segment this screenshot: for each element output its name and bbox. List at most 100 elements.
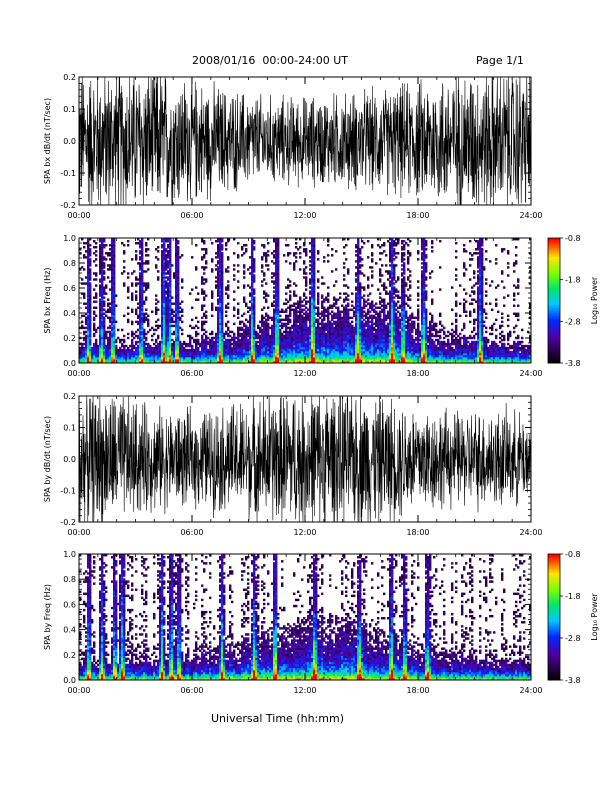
spectrogram-cell [311, 260, 314, 263]
spectrogram-cell [211, 292, 214, 295]
spectrogram-cell [313, 270, 316, 273]
spectrogram-cell [135, 250, 138, 253]
spectrogram-cell [211, 340, 214, 344]
spectrogram-cell [315, 358, 318, 362]
spectrogram-cell [249, 322, 252, 326]
spectrogram-cell [97, 346, 100, 350]
spectrogram-cell [265, 330, 268, 334]
spectrogram-cell [97, 350, 100, 354]
spectrogram-cell [303, 336, 306, 340]
spectrogram-cell [237, 256, 240, 259]
spectrogram-cell [315, 350, 318, 354]
spectrogram-cell [277, 296, 280, 299]
spectrogram-cell [215, 346, 218, 350]
spectrogram-cell [297, 336, 300, 340]
spectrogram-cell [231, 352, 234, 356]
spectrogram-cell [385, 254, 388, 257]
spectrogram-cell [93, 312, 96, 316]
spectrogram-cell [111, 272, 114, 275]
spectrogram-cell [139, 326, 142, 330]
spectrogram-cell [313, 278, 316, 281]
spectrogram-cell [217, 316, 220, 320]
spectrogram-cell [281, 334, 284, 338]
spectrogram-cell [81, 360, 84, 364]
spectrogram-cell [277, 318, 280, 322]
spectrogram-cell [107, 252, 110, 255]
spectrogram-cell [111, 270, 114, 273]
spectrogram-cell [305, 306, 308, 309]
spectrogram-cell [205, 354, 208, 358]
spectrogram-cell [95, 328, 98, 332]
spectrogram-cell [313, 312, 316, 316]
spectrogram-cell [253, 290, 256, 293]
spectrogram-cell [161, 360, 164, 364]
spectrogram-cell [89, 308, 92, 311]
spectrogram-cell [215, 352, 218, 356]
spectrogram-cell [141, 258, 144, 261]
spectrogram-cell [305, 356, 308, 360]
spectrogram-cell [211, 346, 214, 350]
spectrogram-cell [103, 292, 106, 295]
spectrogram-cell [331, 346, 334, 350]
spectrogram-cell [311, 334, 314, 338]
spectrogram-cell [167, 308, 170, 311]
spectrogram-cell [105, 358, 108, 362]
spectrogram-cell [169, 242, 172, 245]
spectrogram-cell [147, 248, 150, 251]
spectrogram-cell [231, 338, 234, 342]
spectrogram-cell [293, 342, 296, 346]
spectrogram-cell [265, 298, 268, 301]
spectrogram-cell [207, 358, 210, 362]
spectrogram-cell [85, 360, 88, 364]
spectrogram-cell [277, 300, 280, 303]
spectrogram-cell [293, 346, 296, 350]
spectrogram-cell [111, 344, 114, 348]
spectrogram-cell [89, 360, 92, 364]
spectrogram-cell [251, 280, 254, 283]
spectrogram-cell [111, 288, 114, 291]
spectrogram-cell [185, 342, 188, 346]
spectrogram-cell [169, 320, 172, 324]
spectrogram-cell [233, 238, 236, 241]
x-tick-label: 18:00 [406, 211, 429, 220]
spectrogram-cell [219, 338, 222, 342]
spectrogram-cell [295, 310, 298, 313]
spectrogram-cell [235, 344, 238, 348]
spectrogram-cell [227, 346, 230, 350]
spectrogram-cell [119, 346, 122, 350]
spectrogram-cell [161, 332, 164, 336]
spectrogram-cell [111, 336, 114, 340]
spectrogram-cell [299, 304, 302, 307]
spectrogram-cell [339, 310, 342, 313]
spectrogram-cell [259, 352, 262, 356]
spectrogram-cell [311, 258, 314, 261]
spectrogram-cell [249, 318, 252, 322]
spectrogram-cell [141, 356, 144, 360]
spectrogram-cell [147, 320, 150, 324]
spectrogram-cell [103, 356, 106, 360]
spectrogram-cell [79, 350, 82, 354]
spectrogram-cell [299, 252, 302, 255]
spectrogram-cell [241, 246, 244, 249]
spectrogram-cell [131, 352, 134, 356]
spectrogram-cell [85, 282, 88, 285]
spectrogram-cell [259, 342, 262, 346]
spectrogram-cell [295, 318, 298, 322]
y-tick-label: 0.0 [63, 137, 76, 146]
spectrogram-cell [203, 242, 206, 245]
spectrogram-cell [317, 250, 320, 253]
spectrogram-cell [231, 354, 234, 358]
spectrogram-cell [301, 334, 304, 338]
spectrogram-cell [301, 360, 304, 364]
spectrogram-cell [89, 354, 92, 358]
spectrogram-cell [87, 322, 90, 326]
spectrogram-cell [321, 328, 324, 332]
spectrogram-cell [275, 296, 278, 299]
spectrogram-cell [87, 246, 90, 249]
spectrogram-cell [301, 350, 304, 354]
spectrogram-cell [351, 320, 354, 324]
spectrogram-cell [307, 352, 310, 356]
spectrogram-cell [141, 330, 144, 334]
spectrogram-cell [289, 280, 292, 283]
spectrogram-cell [97, 348, 100, 352]
